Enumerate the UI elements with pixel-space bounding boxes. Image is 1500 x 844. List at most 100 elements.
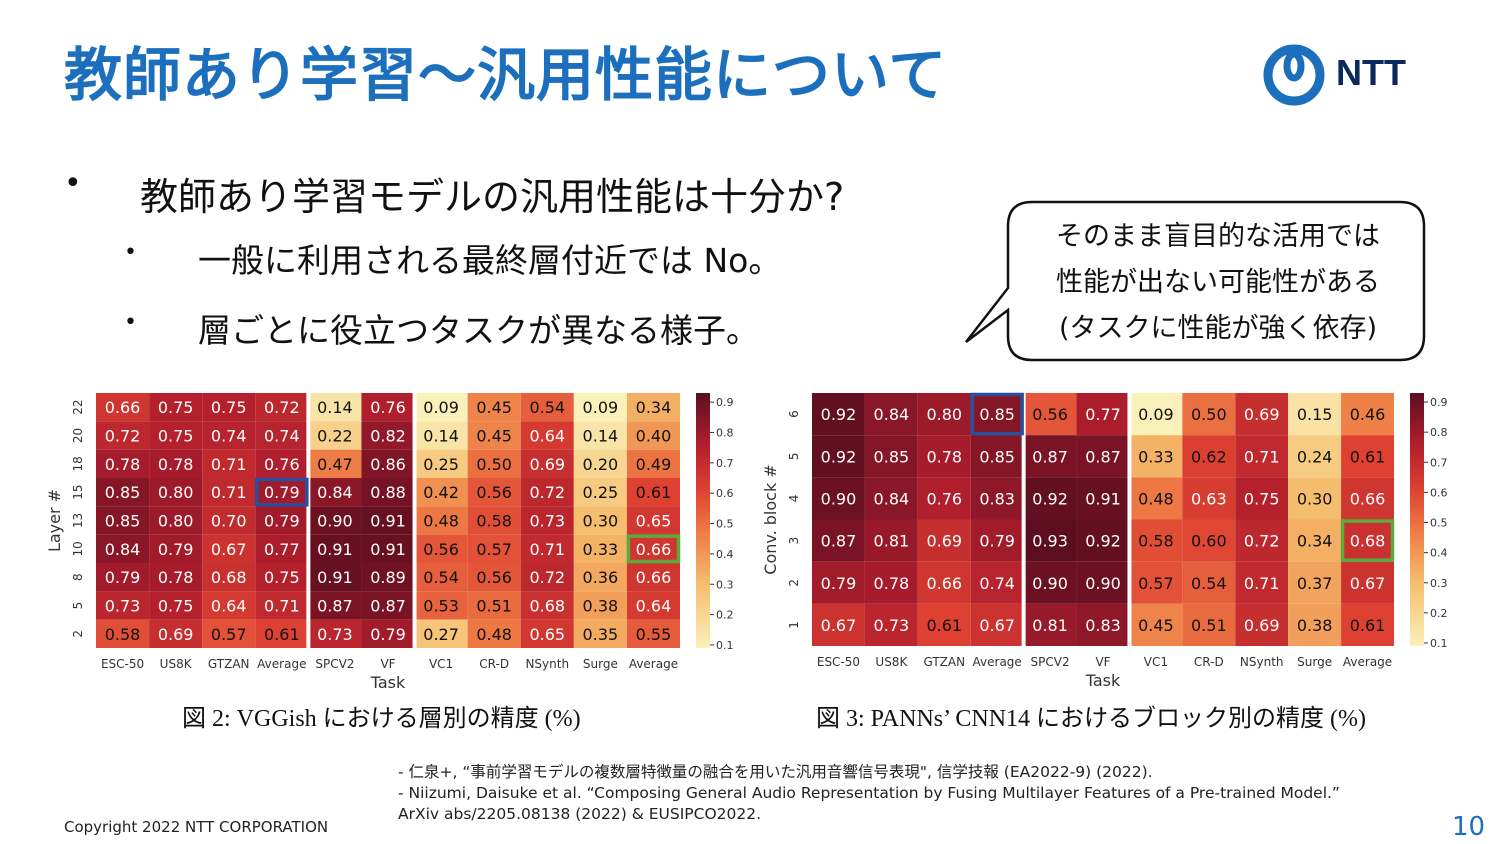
heatmap-cell	[361, 563, 415, 592]
cell-value-label: 0.38	[583, 597, 619, 616]
x-axis-title: Task	[1085, 671, 1121, 690]
cell-value-label: 0.53	[423, 597, 459, 616]
cell-value-label: 0.62	[1191, 447, 1227, 466]
heatmap-cell	[414, 619, 468, 648]
x-tick-label: Surge	[583, 657, 618, 671]
heatmap-cell	[1341, 393, 1394, 436]
heatmap-cell	[520, 591, 574, 620]
cell-value-label: 0.87	[821, 532, 857, 551]
cell-value-label: 0.69	[529, 455, 565, 474]
cell-value-label: 0.58	[476, 512, 512, 531]
cell-value-label: 0.83	[979, 489, 1015, 508]
heatmap-cell	[1341, 435, 1394, 478]
x-tick-label: Average	[973, 655, 1022, 669]
heatmap-cell	[96, 421, 150, 450]
heatmap-cell	[361, 591, 415, 620]
cell-value-label: 0.73	[529, 512, 565, 531]
reference-line-1: - 仁泉+, “事前学習モデルの複数層特徴量の融合を用いた汎用音響信号表現", …	[398, 763, 1153, 781]
heatmap-cell	[1341, 519, 1394, 562]
cell-value-label: 0.66	[926, 574, 962, 593]
heatmap-cell	[467, 563, 521, 592]
cell-value-label: 0.73	[317, 625, 353, 644]
heatmap-cell	[202, 563, 256, 592]
cell-value-label: 0.93	[1032, 532, 1068, 551]
heatmap-cell	[414, 534, 468, 563]
y-tick-label: 18	[71, 456, 85, 471]
cell-value-label: 0.36	[583, 568, 619, 587]
heatmap-cell	[1288, 519, 1342, 562]
cell-value-label: 0.90	[1032, 574, 1068, 593]
heatmap-cell	[202, 534, 256, 563]
callout-line-1: そのまま盲目的な活用では	[1056, 221, 1380, 252]
cell-value-label: 0.74	[264, 427, 300, 446]
heatmap-cell	[626, 619, 680, 648]
colorbar-tick-label: 0.9	[1430, 396, 1448, 409]
cell-value-label: 0.14	[583, 427, 619, 446]
cell-value-label: 0.40	[636, 427, 672, 446]
heatmap-cell	[1076, 561, 1130, 604]
cell-value-label: 0.87	[370, 597, 406, 616]
heatmap-cell	[361, 449, 415, 478]
heatmap-cell	[864, 603, 918, 646]
heatmap-cell	[361, 421, 415, 450]
bullet-main-text: 教師あり学習モデルの汎用性能は十分か?	[140, 175, 845, 219]
cell-value-label: 0.64	[211, 597, 247, 616]
cell-value-label: 0.30	[583, 512, 619, 531]
cell-value-label: 0.61	[264, 625, 300, 644]
heatmap-cell	[520, 421, 574, 450]
cell-value-label: 0.78	[158, 455, 194, 474]
heatmap-cell	[255, 449, 309, 478]
x-tick-label: VF	[1095, 655, 1110, 669]
heatmap-cell	[864, 435, 918, 478]
reference-line-3: ArXiv abs/2205.08138 (2022) & EUSIPCO202…	[398, 805, 762, 823]
heatmap-cell	[812, 519, 865, 562]
cell-value-label: 0.50	[476, 455, 512, 474]
cell-value-label: 0.92	[1085, 532, 1121, 551]
cell-value-label: 0.85	[105, 512, 141, 531]
heatmap-cell	[812, 603, 865, 646]
heatmap-cell	[255, 534, 309, 563]
cell-value-label: 0.33	[1138, 447, 1174, 466]
heatmap-cell	[1023, 435, 1077, 478]
x-tick-label: GTZAN	[923, 655, 965, 669]
cell-value-label: 0.15	[1297, 405, 1333, 424]
cell-value-label: 0.45	[476, 427, 512, 446]
cell-value-label: 0.74	[979, 574, 1015, 593]
x-tick-label: VC1	[1144, 655, 1168, 669]
bullet-sub-1: • 一般に利用される最終層付近では No。	[124, 234, 781, 282]
cell-value-label: 0.34	[1297, 532, 1333, 551]
cell-value-label: 0.90	[1085, 574, 1121, 593]
cell-value-label: 0.72	[529, 568, 565, 587]
colorbar-tick-label: 0.7	[716, 457, 734, 470]
heatmap-cell	[96, 478, 150, 507]
heatmap-cell	[1023, 519, 1077, 562]
cell-value-label: 0.57	[476, 540, 512, 559]
heatmap-cell	[96, 393, 150, 422]
heatmap-cell	[1129, 393, 1183, 436]
heatmap-cell	[1129, 603, 1183, 646]
cell-value-label: 0.74	[211, 427, 247, 446]
cell-value-label: 0.69	[1244, 616, 1280, 635]
heatmap-cell	[917, 519, 971, 562]
cell-value-label: 0.79	[979, 532, 1015, 551]
cell-value-label: 0.68	[211, 568, 247, 587]
heatmap-cell	[255, 563, 309, 592]
y-tick-label: 5	[787, 452, 801, 460]
x-tick-label: SPCV2	[315, 657, 354, 671]
cell-value-label: 0.57	[211, 625, 247, 644]
cell-value-label: 0.91	[317, 568, 353, 587]
cell-value-label: 0.72	[1244, 532, 1280, 551]
heatmap-cell	[1182, 603, 1236, 646]
heatmap-panns: 0.92 0.84 0.80 0.85 0.56 0.77 0.09 0.50 0.69 0.15…	[761, 392, 1448, 690]
heatmap-cell	[626, 591, 680, 620]
cell-value-label: 0.67	[1350, 574, 1386, 593]
cell-value-label: 0.66	[105, 398, 141, 417]
cell-value-label: 0.48	[1138, 489, 1174, 508]
cell-value-label: 0.42	[423, 483, 459, 502]
cell-value-label: 0.47	[317, 455, 353, 474]
heatmap-cell	[467, 534, 521, 563]
cell-value-label: 0.91	[1085, 489, 1121, 508]
colorbar-tick-label: 0.4	[716, 548, 734, 561]
x-tick-label: GTZAN	[208, 657, 250, 671]
colorbar-tick-label: 0.8	[1430, 426, 1448, 439]
